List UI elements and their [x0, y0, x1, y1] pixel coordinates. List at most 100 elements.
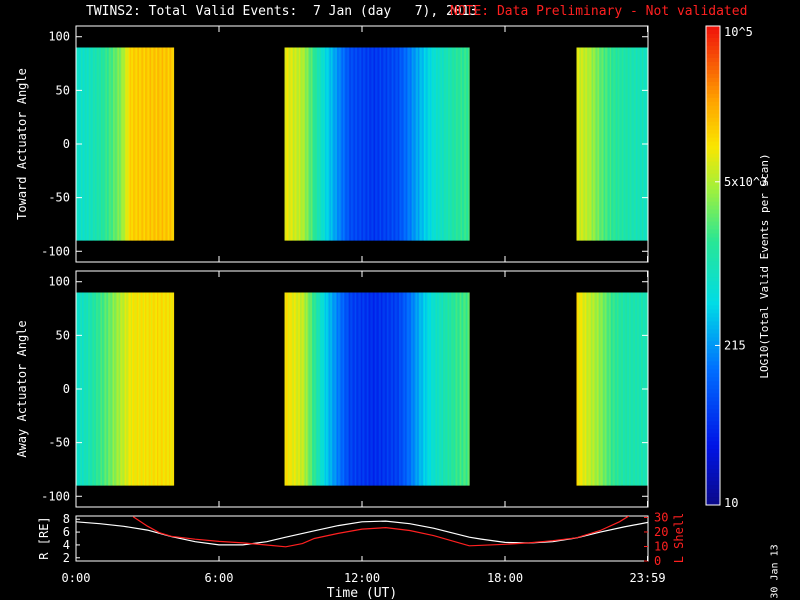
heatmap-cell [630, 292, 632, 486]
heatmap-cell [416, 47, 419, 241]
heatmap-cell [607, 47, 610, 241]
x-tick-label: 6:00 [205, 571, 234, 585]
heatmap-cell [145, 292, 147, 486]
heatmap-cell [388, 47, 390, 241]
heatmap-cell [165, 47, 167, 241]
colorbar-cell [706, 185, 720, 191]
heatmap-cell [110, 292, 113, 486]
heatmap-cell [298, 47, 301, 241]
heatmap-cell [147, 292, 150, 486]
heatmap-cell [302, 47, 305, 241]
colorbar-cell [706, 65, 720, 71]
heatmap-cell [439, 47, 442, 241]
colorbar-cell [706, 129, 720, 135]
heatmap-cell [148, 292, 151, 486]
heatmap-cell [445, 47, 448, 241]
colorbar-cell [706, 413, 720, 418]
heatmap-cell [362, 292, 364, 486]
heatmap-cell [301, 292, 303, 486]
heatmap-cell [446, 47, 449, 241]
colorbar-cell [706, 345, 720, 350]
heatmap-cell [633, 47, 636, 241]
heatmap-cell [591, 47, 594, 241]
heatmap-cell [630, 47, 632, 241]
heatmap-cell [418, 292, 420, 486]
heatmap-cell [444, 47, 446, 241]
heatmap-cell [619, 47, 621, 241]
heatmap-cell [602, 47, 605, 241]
colorbar-cell [706, 281, 720, 286]
heatmap-cell [104, 292, 107, 486]
heatmap-cell [99, 292, 102, 486]
heatmap-cell [96, 292, 98, 486]
heatmap-cell [152, 292, 154, 486]
heatmap-cell [103, 292, 105, 486]
heatmap-cell [333, 292, 335, 486]
heatmap-cell [168, 47, 171, 241]
heatmap-cell [577, 292, 580, 486]
heatmap-cell [587, 292, 589, 486]
heatmap-cell [578, 292, 581, 486]
heatmap-cell [90, 47, 92, 241]
heatmap-cell [605, 292, 607, 486]
y-tick-label: -50 [48, 436, 70, 450]
colorbar-cell [706, 77, 720, 83]
heatmap-cell [403, 47, 406, 241]
heatmap-cell [104, 47, 107, 241]
heatmap-cell [614, 292, 617, 486]
heatmap-cell [311, 292, 314, 486]
heatmap-cell [434, 47, 437, 241]
colorbar-cell [706, 365, 720, 370]
colorbar-cell [706, 133, 720, 139]
heatmap-cell [628, 47, 631, 241]
heatmap-cell [601, 47, 604, 241]
heatmap-cell [620, 292, 623, 486]
heatmap-cell [581, 292, 583, 486]
heatmap-cell [394, 292, 396, 486]
colorbar-cell [706, 29, 720, 35]
colorbar-cell [706, 37, 720, 43]
heatmap-cell [397, 292, 400, 486]
heatmap-cell [167, 292, 170, 486]
heatmap-cell [147, 47, 150, 241]
heatmap-cell [433, 292, 436, 486]
heatmap-cell [639, 47, 642, 241]
heatmap-cell [441, 47, 444, 241]
colorbar-cell [706, 137, 720, 143]
heatmap-cell [627, 292, 630, 486]
heatmap-cell [295, 292, 297, 486]
colorbar-cell [706, 125, 720, 131]
heatmap-cell [158, 292, 160, 486]
colorbar-cell [706, 109, 720, 115]
heatmap-cell [314, 292, 316, 486]
heatmap-cell [591, 292, 594, 486]
colorbar-cell [706, 305, 720, 310]
heatmap-cell [410, 292, 413, 486]
heatmap-cell [87, 47, 90, 241]
heatmap-cell [351, 47, 353, 241]
heatmap-cell [347, 47, 350, 241]
heatmap-cell [118, 47, 121, 241]
heatmap-cell [409, 47, 412, 241]
heatmap-cell [605, 47, 607, 241]
heatmap-cell [403, 292, 406, 486]
heatmap-cell [159, 47, 162, 241]
heatmap-cell [434, 292, 437, 486]
heatmap-cell [133, 47, 135, 241]
heatmap-cell [317, 292, 320, 486]
y-tick-label: 4 [63, 538, 70, 552]
heatmap-cell [606, 47, 608, 241]
heatmap-cell [307, 47, 309, 241]
heatmap-cell [315, 47, 318, 241]
heatmap-cell [89, 47, 91, 241]
heatmap-cell [617, 47, 619, 241]
heatmap-cell [445, 292, 448, 486]
heatmap-cell [595, 47, 598, 241]
colorbar-cell [706, 26, 720, 31]
heatmap-cell [443, 292, 445, 486]
heatmap-cell [421, 292, 424, 486]
colorbar-cell [706, 57, 720, 63]
colorbar-cell [706, 277, 720, 282]
heatmap-cell [136, 47, 139, 241]
heatmap-cell [372, 47, 375, 241]
